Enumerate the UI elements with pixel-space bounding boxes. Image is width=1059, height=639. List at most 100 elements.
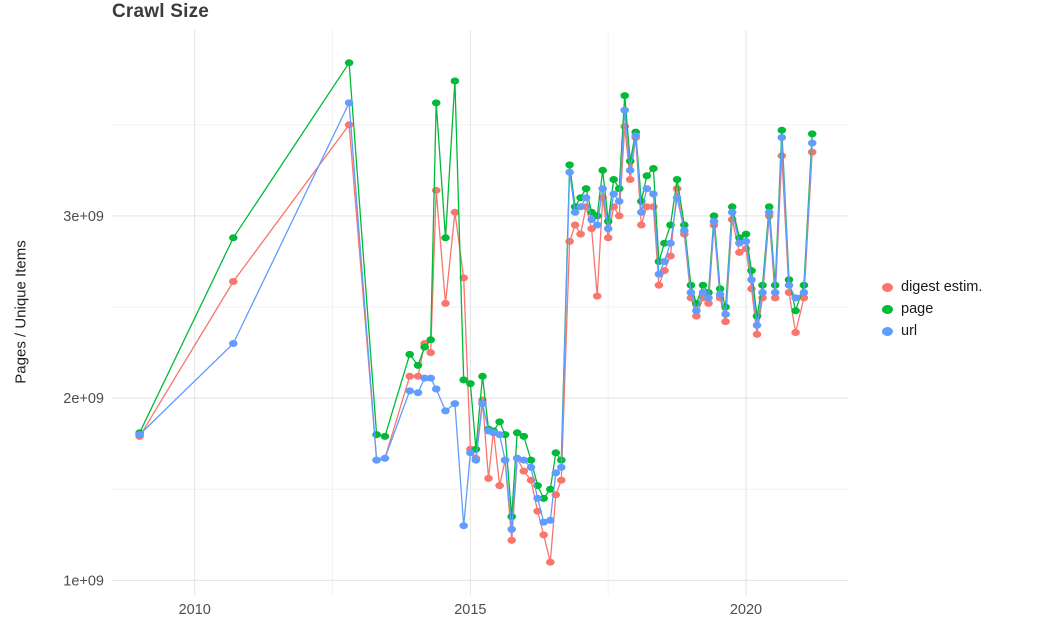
- data-point-page: [764, 203, 774, 211]
- legend-swatch-page-icon: [882, 304, 893, 314]
- data-point-digest-estim: [654, 281, 664, 289]
- data-point-digest-estim: [533, 507, 542, 515]
- data-point-digest-estim: [507, 536, 516, 544]
- data-point-url: [135, 431, 144, 439]
- data-point-page: [741, 230, 751, 238]
- data-point-url: [551, 469, 561, 477]
- data-point-url: [764, 208, 774, 216]
- data-point-url: [631, 132, 640, 140]
- data-point-url: [709, 217, 719, 225]
- data-point-url: [620, 106, 629, 114]
- data-point-digest-estim: [539, 531, 548, 539]
- data-point-url: [686, 289, 696, 296]
- legend-item-url: url: [882, 320, 982, 342]
- data-point-page: [686, 281, 696, 289]
- data-point-url: [698, 289, 708, 296]
- data-point-digest-estim: [791, 329, 800, 336]
- data-point-url: [654, 270, 664, 278]
- data-point-digest-estim: [459, 274, 469, 282]
- data-point-digest-estim: [546, 558, 555, 566]
- data-point-page: [807, 130, 817, 138]
- data-point-page: [546, 485, 555, 493]
- data-point-digest-estim: [799, 294, 809, 302]
- legend-label-page: page: [901, 301, 934, 317]
- data-point-url: [784, 281, 794, 289]
- data-point-digest-estim: [557, 476, 566, 484]
- data-point-digest-estim: [484, 474, 493, 482]
- data-point-page: [507, 513, 516, 521]
- data-point-url: [609, 190, 618, 198]
- data-point-url: [478, 400, 487, 408]
- data-point-page: [495, 418, 504, 426]
- data-point-digest-estim: [426, 349, 436, 357]
- data-point-url: [557, 463, 566, 471]
- data-point-url: [603, 225, 613, 233]
- data-point-url: [692, 307, 701, 315]
- data-point-digest-estim: [735, 248, 744, 256]
- data-point-page: [229, 234, 238, 242]
- data-point-url: [625, 166, 635, 174]
- data-point-url: [666, 239, 675, 247]
- data-point-page: [512, 429, 522, 437]
- data-point-digest-estim: [570, 221, 580, 229]
- data-point-page: [791, 307, 800, 315]
- data-point-url: [533, 494, 542, 502]
- data-point-digest-estim: [450, 208, 460, 216]
- data-point-url: [570, 208, 580, 216]
- data-point-page: [526, 456, 536, 464]
- data-point-url: [758, 289, 767, 296]
- data-point-url: [426, 374, 436, 382]
- data-point-digest-estim: [637, 221, 646, 229]
- data-point-digest-estim: [576, 230, 585, 238]
- data-point-url: [413, 389, 423, 397]
- data-point-digest-estim: [666, 252, 675, 260]
- data-point-url: [495, 431, 504, 439]
- data-point-digest-estim: [672, 185, 682, 193]
- data-point-url: [642, 185, 652, 193]
- series-line-digest-estim: [139, 124, 813, 563]
- data-point-page: [660, 239, 669, 247]
- data-point-page: [519, 432, 529, 440]
- data-point-url: [441, 407, 450, 415]
- data-point-digest-estim: [441, 299, 450, 307]
- series-line-url: [139, 102, 813, 531]
- legend-item-page: page: [882, 298, 982, 320]
- x-tick-label: 2020: [730, 602, 762, 618]
- data-point-page: [727, 203, 737, 211]
- series-line-page: [139, 62, 813, 518]
- data-point-page: [581, 185, 591, 193]
- data-point-page: [431, 99, 441, 107]
- data-point-url: [526, 463, 536, 471]
- data-point-url: [471, 456, 481, 464]
- data-point-page: [565, 161, 574, 169]
- data-point-url: [500, 456, 510, 464]
- data-point-url: [344, 99, 354, 107]
- y-tick-label: 2e+09: [63, 391, 104, 407]
- data-point-digest-estim: [565, 237, 574, 245]
- data-point-digest-estim: [704, 299, 713, 307]
- data-point-digest-estim: [614, 212, 624, 220]
- data-point-url: [519, 456, 529, 464]
- data-point-digest-estim: [519, 467, 529, 475]
- legend-label-digest-estim: digest estim.: [901, 279, 983, 295]
- data-point-url: [587, 216, 596, 223]
- legend-swatch-url-icon: [882, 326, 893, 336]
- data-point-page: [450, 77, 460, 85]
- data-point-page: [609, 176, 618, 183]
- data-point-page: [551, 449, 561, 457]
- data-point-url: [721, 310, 730, 318]
- data-point-url: [450, 400, 460, 408]
- data-point-url: [405, 387, 415, 395]
- data-point-url: [807, 139, 817, 147]
- y-tick-label: 1e+09: [63, 573, 104, 589]
- legend-swatch-digest-estim-icon: [882, 282, 893, 292]
- data-point-page: [598, 166, 607, 174]
- data-point-url: [672, 194, 682, 202]
- data-point-url: [799, 289, 809, 296]
- data-point-digest-estim: [413, 372, 423, 380]
- data-point-url: [614, 197, 624, 205]
- data-point-page: [441, 234, 450, 242]
- data-point-page: [459, 376, 469, 384]
- data-point-page: [672, 176, 682, 183]
